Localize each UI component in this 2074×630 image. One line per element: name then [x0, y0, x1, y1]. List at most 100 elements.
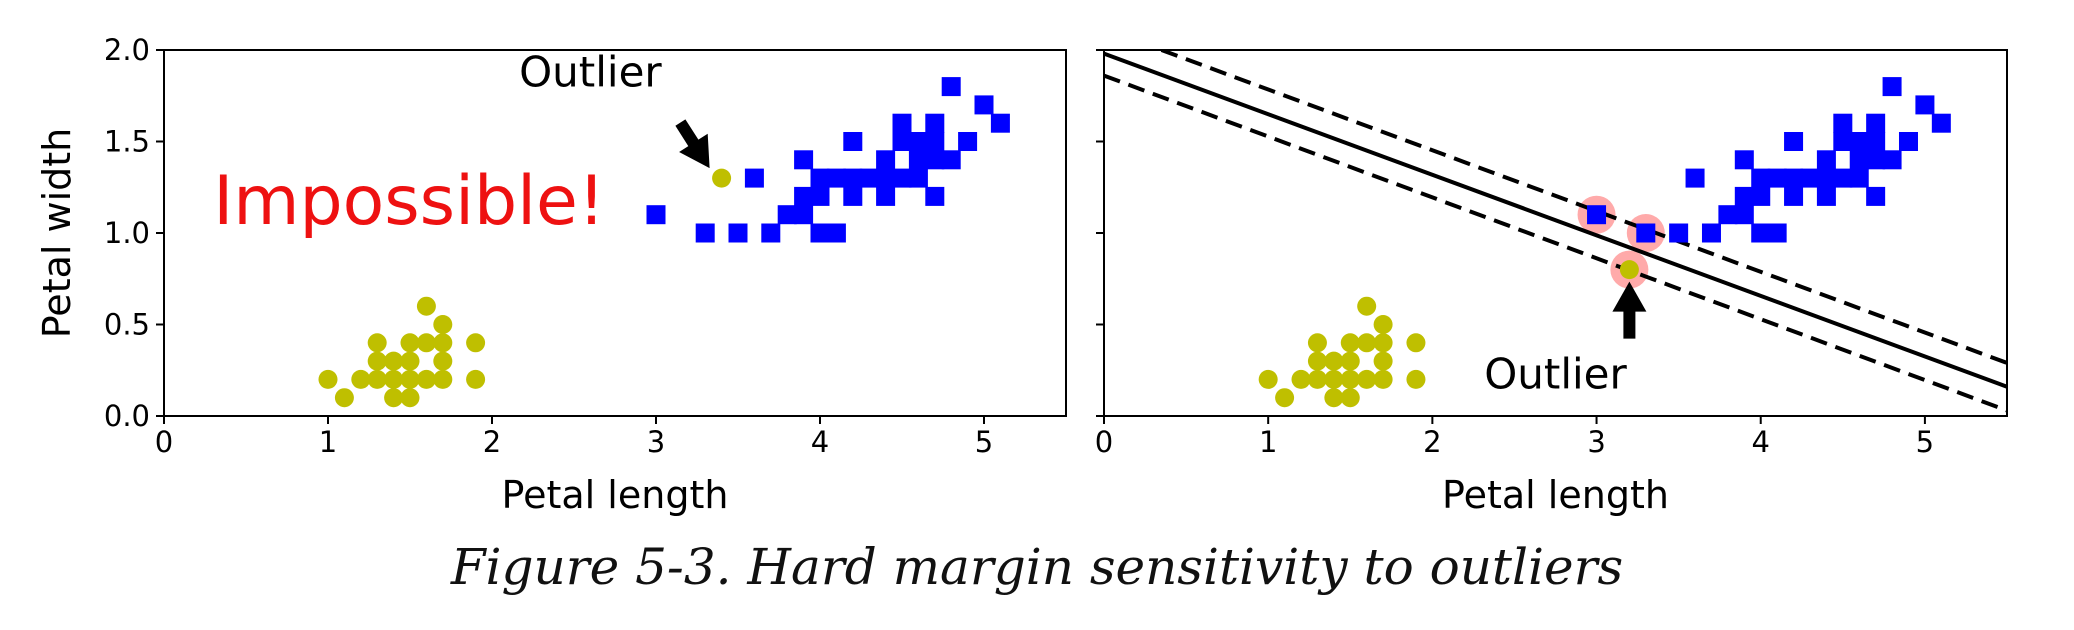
data-point-square [941, 77, 961, 97]
data-point-square [1685, 168, 1705, 188]
data-point-square [908, 168, 928, 188]
data-point-circle [384, 351, 404, 371]
outlier-point [1619, 260, 1639, 280]
x-tick-label: 4 [811, 425, 829, 459]
data-point-circle [367, 369, 387, 389]
y-axis-label: Petal width [35, 128, 79, 339]
data-point-square [1882, 150, 1902, 170]
data-point-square [1751, 168, 1771, 188]
data-point-square [1587, 205, 1607, 225]
x-tick-label: 3 [647, 425, 665, 459]
data-point-circle [1357, 369, 1377, 389]
data-point-circle [1373, 315, 1393, 334]
data-point-square [876, 186, 896, 206]
data-point-square [1882, 77, 1902, 97]
data-point-square [1669, 223, 1689, 243]
margin-line [1160, 50, 2007, 365]
data-point-square [810, 223, 830, 243]
data-point-square [1734, 186, 1754, 206]
data-point-square [1784, 168, 1804, 188]
data-point-square [646, 205, 666, 225]
data-point-square [892, 168, 912, 188]
data-point-square [843, 132, 863, 151]
data-point-square [958, 132, 978, 151]
x-axis-label: Petal length [502, 473, 729, 517]
data-point-square [925, 132, 945, 151]
data-point-square [794, 150, 814, 170]
data-point-square [794, 186, 814, 206]
data-point-circle [400, 351, 420, 371]
data-point-square [810, 168, 830, 188]
data-point-circle [466, 369, 486, 389]
x-tick-label: 5 [1916, 425, 1934, 459]
x-tick-label: 2 [1423, 425, 1441, 459]
data-point-square [1734, 150, 1754, 170]
data-point-circle [351, 369, 371, 389]
data-point-square [843, 168, 863, 188]
data-point-circle [433, 369, 453, 389]
data-point-square [1816, 150, 1836, 170]
data-point-circle [400, 369, 420, 389]
data-point-square [1751, 223, 1771, 243]
data-point-square [1701, 223, 1721, 243]
data-point-circle [384, 388, 404, 408]
data-point-circle [1307, 333, 1327, 353]
data-point-square [1866, 150, 1886, 170]
data-point-circle [433, 315, 453, 334]
data-point-square [1849, 168, 1869, 188]
figure-caption: Figure 5-3. Hard margin sensitivity to o… [450, 538, 1624, 596]
margin-line [1104, 73, 2007, 413]
data-point-square [892, 132, 912, 151]
data-point-square [794, 205, 814, 225]
x-tick-label: 1 [1259, 425, 1277, 459]
data-point-square [1800, 168, 1820, 188]
data-point-square [1915, 95, 1935, 115]
data-point-circle [1357, 296, 1377, 316]
data-point-square [1866, 113, 1886, 133]
data-point-square [1833, 168, 1853, 188]
data-point-square [695, 223, 715, 243]
x-tick-label: 4 [1752, 425, 1770, 459]
data-point-square [892, 113, 912, 133]
x-axis-label: Petal length [1442, 473, 1669, 517]
data-point-circle [1373, 351, 1393, 371]
x-tick-label: 5 [975, 425, 993, 459]
data-point-square [843, 186, 863, 206]
data-point-square [1784, 186, 1804, 206]
data-point-square [810, 186, 830, 206]
y-tick-label: 2.0 [104, 33, 150, 67]
data-point-square [1833, 132, 1853, 151]
data-point-circle [1324, 369, 1344, 389]
data-point-square [908, 132, 928, 151]
data-point-square [1866, 132, 1886, 151]
data-point-square [1734, 205, 1754, 225]
x-tick-label: 0 [1095, 425, 1113, 459]
data-point-circle [1340, 369, 1360, 389]
data-point-square [990, 113, 1010, 133]
data-point-square [1816, 186, 1836, 206]
data-point-square [925, 113, 945, 133]
data-point-square [1718, 205, 1738, 225]
right-plot: 0 1 2 3 4 5 Petal length Outlier [1095, 49, 2008, 517]
outlier-arrow [1612, 281, 1647, 339]
data-point-circle [1324, 388, 1344, 408]
data-point-circle [367, 351, 387, 371]
data-point-circle [400, 388, 420, 408]
y-tick-label: 1.5 [104, 125, 150, 159]
data-point-circle [1340, 388, 1360, 408]
data-point-square [826, 168, 846, 188]
data-point-square [876, 150, 896, 170]
plot-area [1104, 50, 2007, 413]
data-point-square [908, 150, 928, 170]
data-point-square [744, 168, 764, 188]
data-point-circle [433, 333, 453, 353]
data-point-circle [400, 333, 420, 353]
data-point-circle [1258, 369, 1278, 389]
x-tick-label: 0 [155, 425, 173, 459]
data-point-circle [433, 351, 453, 371]
data-point-square [925, 186, 945, 206]
data-point-square [1898, 132, 1918, 151]
data-point-circle [1340, 333, 1360, 353]
data-point-square [728, 223, 748, 243]
